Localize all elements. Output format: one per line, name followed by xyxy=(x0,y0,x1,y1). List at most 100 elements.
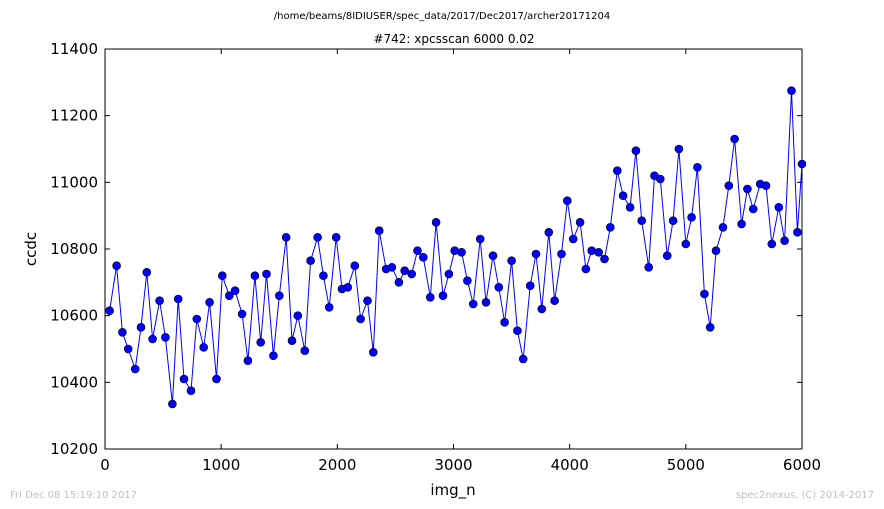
data-point xyxy=(387,262,397,272)
data-point xyxy=(711,246,721,255)
data-point xyxy=(797,159,807,169)
data-point xyxy=(192,314,202,324)
data-point xyxy=(374,226,384,235)
data-point xyxy=(262,269,271,279)
data-point xyxy=(793,228,802,237)
data-point xyxy=(787,86,796,95)
data-point xyxy=(413,246,422,255)
file-path-header: /home/beams/8IDIUSER/spec_data/2017/Dec2… xyxy=(274,11,610,22)
data-point xyxy=(662,251,672,260)
x-tick-label: 2000 xyxy=(318,456,356,474)
data-point xyxy=(557,249,566,259)
data-point xyxy=(550,296,559,306)
data-point xyxy=(161,332,170,342)
data-point xyxy=(537,304,547,314)
data-point xyxy=(225,291,234,301)
data-point xyxy=(737,219,746,229)
data-point xyxy=(363,296,372,306)
data-point xyxy=(618,191,628,200)
x-axis-label: img_n xyxy=(430,481,475,500)
data-point xyxy=(718,223,728,232)
data-point xyxy=(730,134,739,144)
chart-title: #742: xpcsscan 6000 0.02 xyxy=(373,32,534,46)
data-point xyxy=(368,347,378,357)
axis-ticks: 0 1000 2000 3000 4000 5000 6000 10200 10400 10600… xyxy=(50,40,821,474)
data-point xyxy=(243,356,253,366)
data-point xyxy=(269,351,278,361)
data-point xyxy=(568,234,578,244)
data-point xyxy=(494,282,504,292)
data-point xyxy=(356,314,365,324)
y-tick-label: 11400 xyxy=(50,40,98,58)
y-axis-label: ccdc xyxy=(22,232,40,266)
data-point xyxy=(780,236,789,245)
data-point xyxy=(693,163,702,172)
x-tick-label: 4000 xyxy=(551,456,589,474)
data-point xyxy=(394,277,404,287)
data-point xyxy=(518,354,528,364)
data-point xyxy=(331,233,341,242)
data-point xyxy=(767,239,777,249)
data-point xyxy=(112,261,121,271)
data-point xyxy=(605,223,615,232)
data-point xyxy=(218,271,227,281)
data-point xyxy=(562,196,572,205)
x-tick-label: 3000 xyxy=(434,456,472,474)
data-point xyxy=(319,271,328,281)
data-point xyxy=(287,336,297,346)
data-point xyxy=(594,248,604,257)
data-point xyxy=(457,248,466,257)
data-point xyxy=(256,337,266,347)
data-point xyxy=(136,322,146,332)
data-point xyxy=(250,271,260,281)
data-point xyxy=(306,256,315,266)
x-tick-label: 6000 xyxy=(783,456,821,474)
data-point xyxy=(631,146,641,155)
data-point xyxy=(105,306,114,316)
data-point xyxy=(668,216,678,225)
y-tick-label: 10400 xyxy=(50,373,98,391)
data-point xyxy=(130,364,140,374)
data-point xyxy=(123,344,133,354)
data-point xyxy=(468,299,478,309)
data-point xyxy=(612,166,622,175)
data-point xyxy=(724,181,734,190)
data-point xyxy=(525,281,535,291)
data-point xyxy=(500,317,509,327)
data-point xyxy=(761,181,771,190)
data-point xyxy=(513,326,522,336)
data-point xyxy=(199,342,208,352)
data-point xyxy=(575,218,585,227)
x-tick-label: 1000 xyxy=(202,456,240,474)
data-point xyxy=(700,289,709,299)
data-point xyxy=(173,294,183,304)
data-point xyxy=(205,297,214,307)
data-point xyxy=(705,322,715,332)
data-point xyxy=(438,291,448,301)
data-point xyxy=(148,334,157,344)
footer-timestamp: Fri Dec 08 15:19:10 2017 xyxy=(10,490,137,501)
data-point xyxy=(743,184,752,194)
y-tick-label: 11000 xyxy=(50,173,98,191)
data-point xyxy=(212,374,221,384)
data-point xyxy=(463,276,472,286)
data-point xyxy=(237,309,247,319)
y-tick-label: 10200 xyxy=(50,440,98,458)
data-point xyxy=(425,292,435,302)
data-point xyxy=(324,302,334,312)
data-point xyxy=(281,233,291,242)
data-point xyxy=(168,399,177,409)
data-point xyxy=(142,267,152,277)
data-point xyxy=(774,203,784,212)
data-point xyxy=(343,282,353,292)
data-point xyxy=(507,256,516,266)
data-point xyxy=(274,291,284,301)
y-tick-label: 10600 xyxy=(50,307,98,325)
data-point xyxy=(488,251,498,260)
data-point xyxy=(186,386,196,396)
y-tick-label: 11200 xyxy=(50,107,98,125)
x-tick-label: 5000 xyxy=(667,456,705,474)
footer-credit: spec2nexus, (C) 2014-2017 xyxy=(736,490,874,501)
data-point xyxy=(600,254,609,264)
